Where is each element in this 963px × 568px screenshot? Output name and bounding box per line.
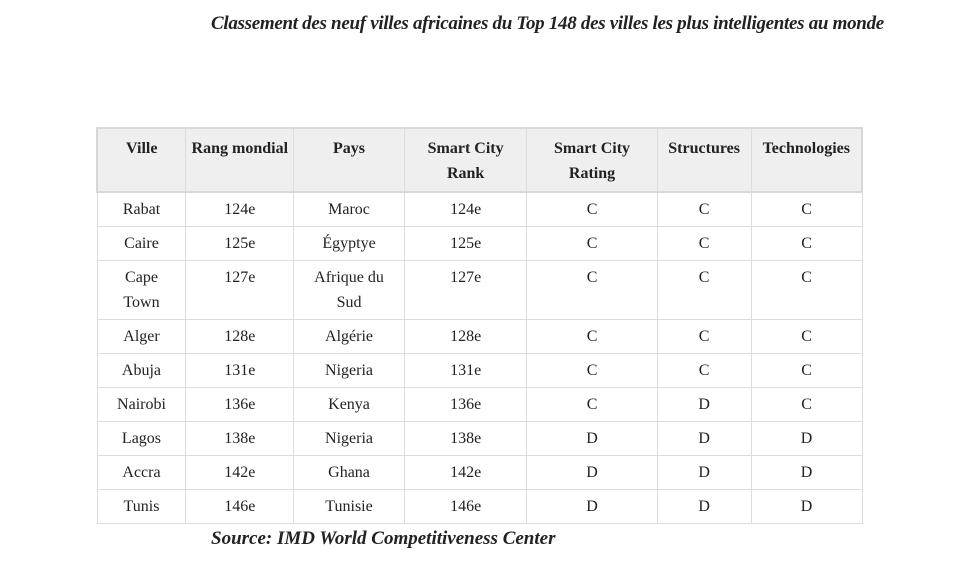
table-cell: D [656,455,752,490]
table-cell: C [750,226,863,261]
table-cell: C [526,191,658,227]
table-cell: Accra [96,455,187,490]
table-row: Lagos 138e Nigeria 138e D D D [96,421,863,456]
table-cell: 146e [185,489,295,524]
table-cell: Ghana [293,455,405,490]
table-cell: Nigeria [293,353,405,388]
table-row: Rabat 124e Maroc 124e C C C [96,191,863,227]
table-row: Nairobi 136e Kenya 136e C D C [96,387,863,422]
source-caption: Source: IMD World Competitiveness Center [211,528,556,549]
table-cell: C [526,387,658,422]
table-header-row: Ville Rang mondial Pays Smart City Rank Smar… [96,127,863,193]
column-header: Smart City Rank [403,127,528,193]
table-cell: 131e [185,353,295,388]
table-cell: Afrique du Sud [293,260,405,320]
column-header: Rang mondial [185,127,295,193]
table-cell: Maroc [293,191,405,227]
table-cell: 146e [403,489,528,524]
table-row: Tunis 146e Tunisie 146e D D D [96,489,863,524]
table-cell: C [526,260,658,320]
table-cell: C [750,191,863,227]
table-cell: C [750,387,863,422]
table-cell: D [656,489,752,524]
table-cell: 127e [403,260,528,320]
column-header: Ville [96,127,187,193]
table-row: Cape Town 127e Afrique du Sud 127e C C C [96,260,863,320]
table-cell: Abuja [96,353,187,388]
table-cell: D [526,421,658,456]
table-cell: Rabat [96,191,187,227]
table-cell: 127e [185,260,295,320]
table-cell: C [656,191,752,227]
table-cell: 142e [185,455,295,490]
table-cell: C [526,226,658,261]
table-cell: Kenya [293,387,405,422]
table-cell: 138e [185,421,295,456]
table-cell: 131e [403,353,528,388]
table-cell: Cape Town [96,260,187,320]
table-row: Alger 128e Algérie 128e C C C [96,319,863,354]
table-cell: C [656,260,752,320]
table-cell: D [526,455,658,490]
table-cell: C [656,319,752,354]
table-cell: D [656,387,752,422]
table-cell: C [750,319,863,354]
table-cell: C [526,319,658,354]
column-header: Structures [656,127,752,193]
table-cell: D [526,489,658,524]
column-header: Pays [293,127,405,193]
table-cell: D [750,455,863,490]
table-row: Caire 125e Égyptye 125e C C C [96,226,863,261]
table-cell: D [750,489,863,524]
table-cell: C [526,353,658,388]
table-cell: C [656,353,752,388]
table-cell: 124e [185,191,295,227]
table-cell: D [750,421,863,456]
table-cell: Lagos [96,421,187,456]
table-cell: Algérie [293,319,405,354]
table-cell: C [656,226,752,261]
table-cell: C [750,353,863,388]
table-cell: 138e [403,421,528,456]
table-cell: 124e [403,191,528,227]
table-title: Classement des neuf villes africaines du… [211,13,884,34]
table-cell: Tunisie [293,489,405,524]
table-cell: 136e [403,387,528,422]
column-header: Smart City Rating [526,127,658,193]
table-cell: Caire [96,226,187,261]
table-cell: 128e [403,319,528,354]
table-cell: 136e [185,387,295,422]
cities-table: Ville Rang mondial Pays Smart City Rank Smar… [96,127,863,524]
table-cell: Tunis [96,489,187,524]
column-header: Technologies [750,127,863,193]
table-row: Abuja 131e Nigeria 131e C C C [96,353,863,388]
table-cell: Alger [96,319,187,354]
table-row: Accra 142e Ghana 142e D D D [96,455,863,490]
table-cell: Nairobi [96,387,187,422]
table-cell: 125e [185,226,295,261]
table-cell: 142e [403,455,528,490]
table-cell: C [750,260,863,320]
table-cell: 128e [185,319,295,354]
table-cell: D [656,421,752,456]
table-cell: 125e [403,226,528,261]
table-cell: Nigeria [293,421,405,456]
table-cell: Égyptye [293,226,405,261]
